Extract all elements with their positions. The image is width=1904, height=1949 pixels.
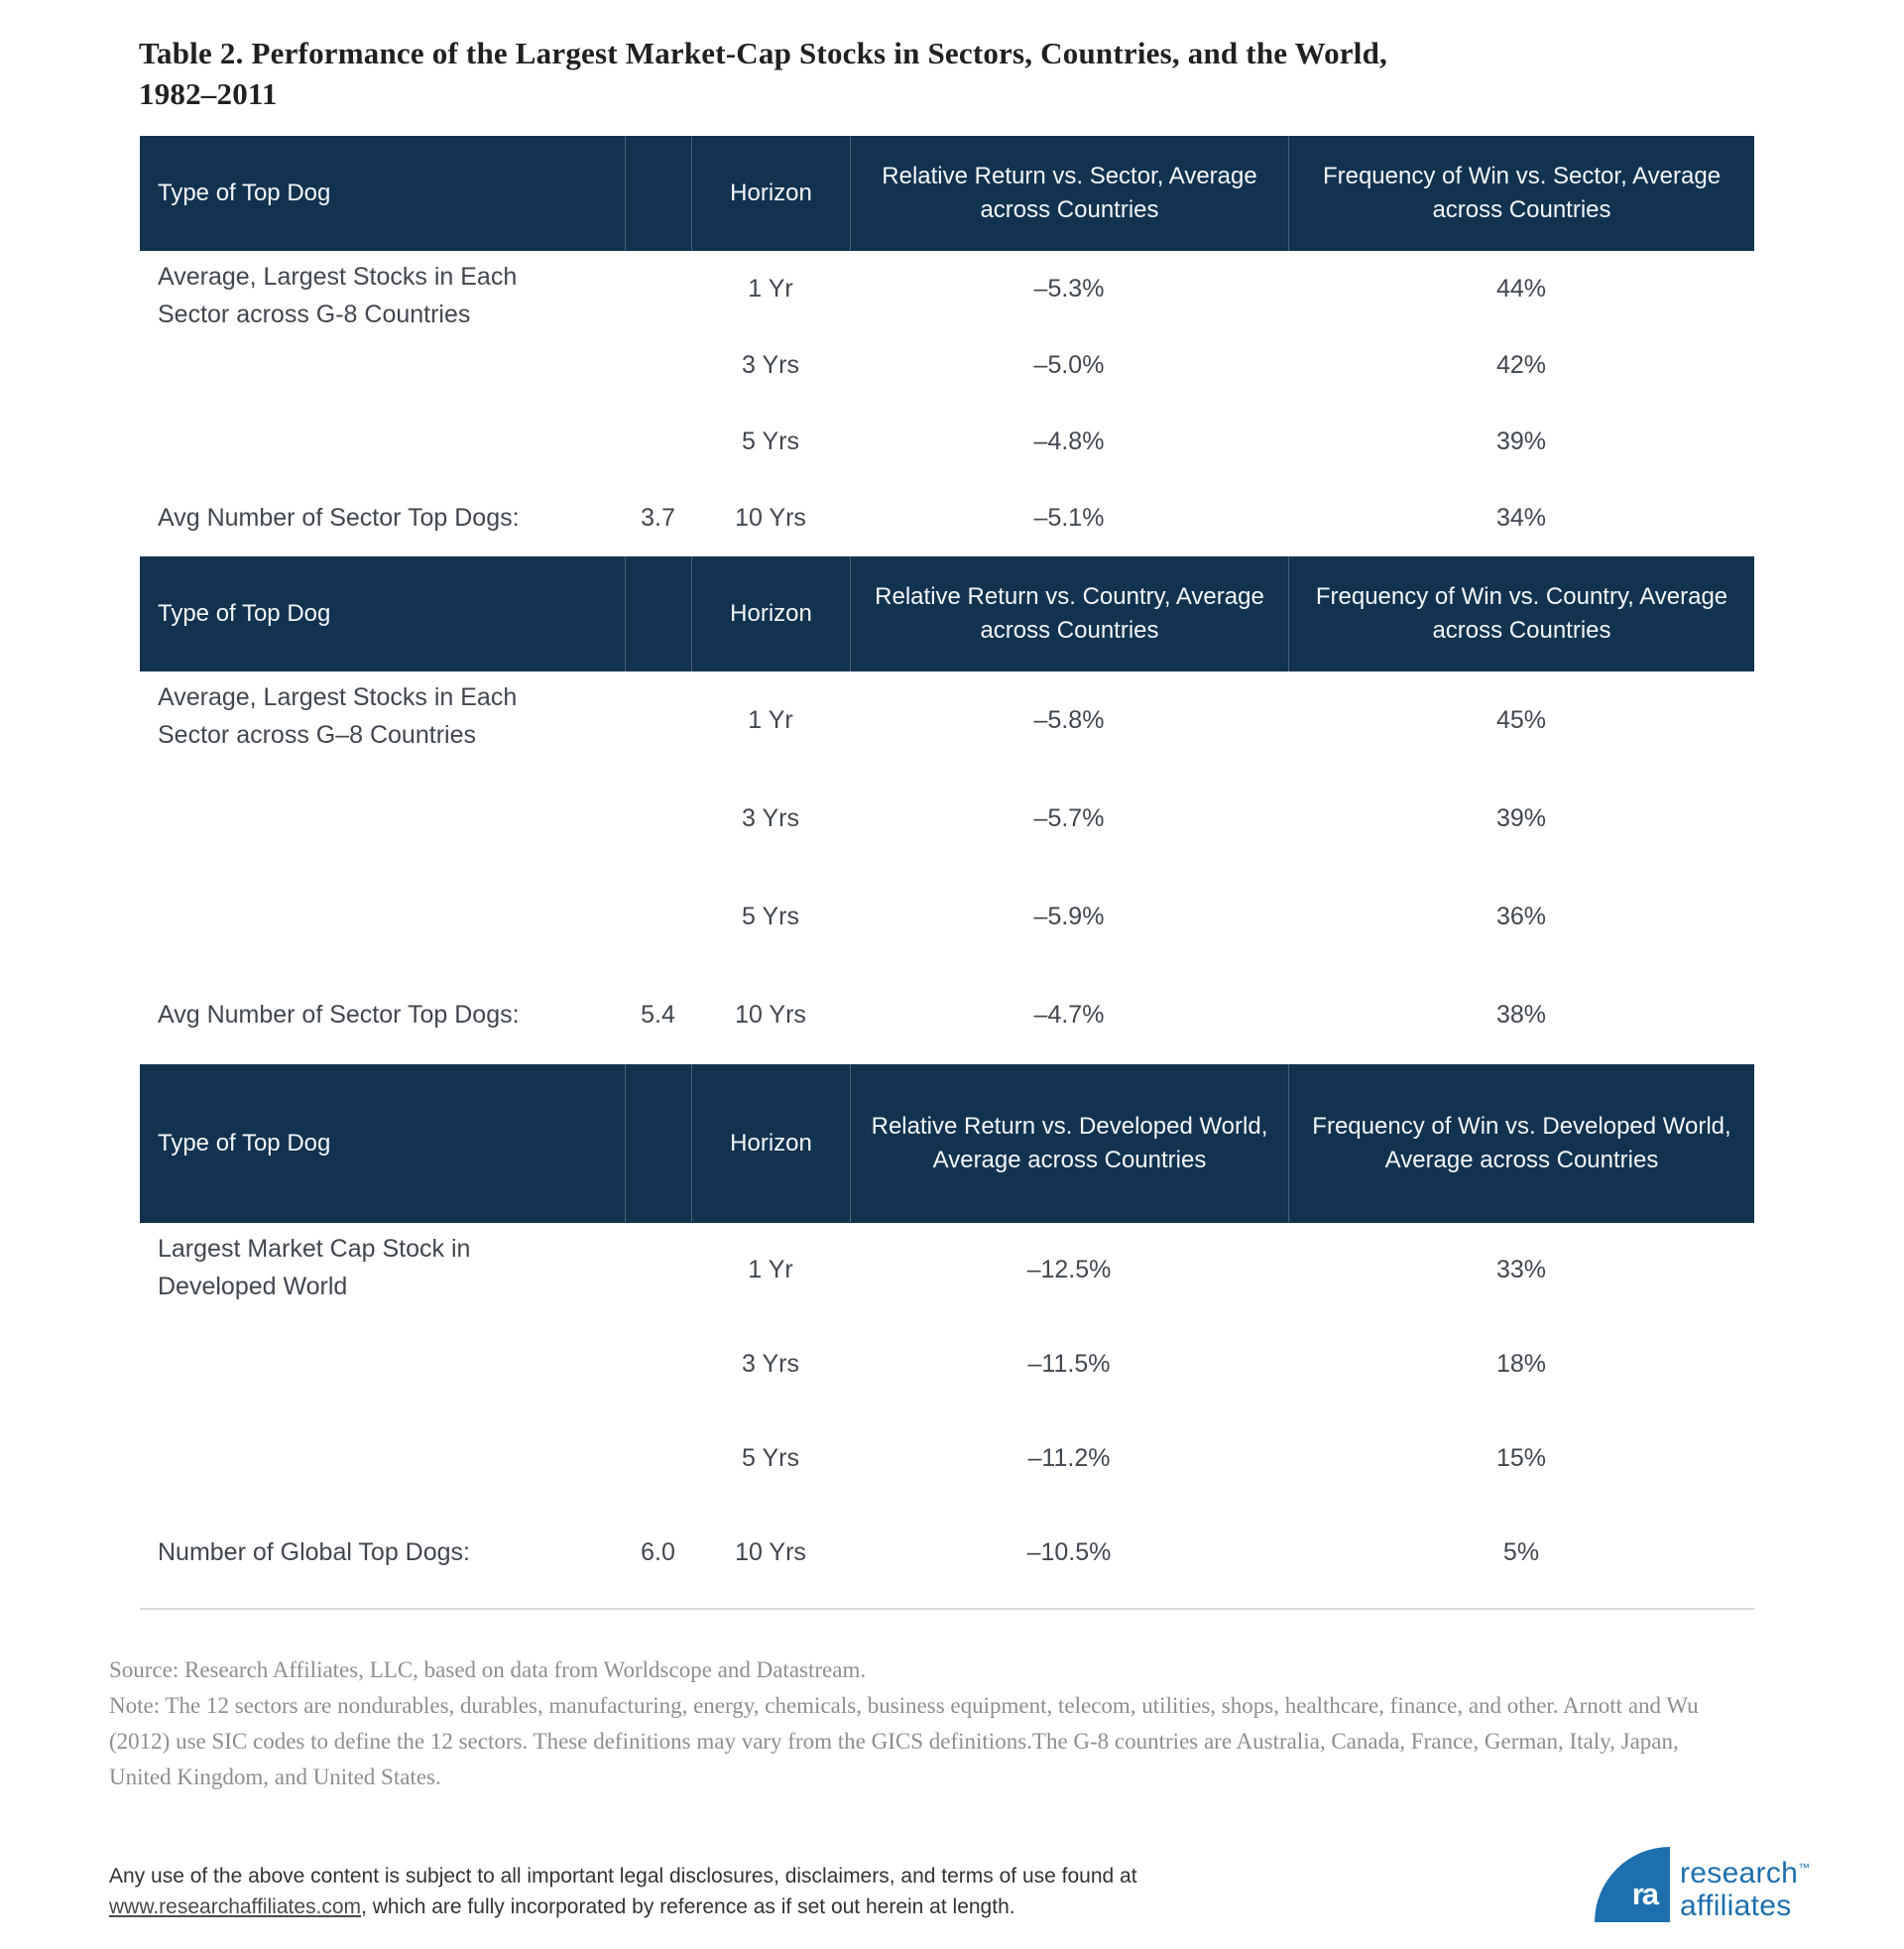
frequency-cell: 38% bbox=[1495, 1001, 1547, 1029]
header-relative-return: Relative Return vs. Country, Average acr… bbox=[850, 556, 1288, 671]
relative-return-cell: –4.8% bbox=[1033, 427, 1105, 455]
trademark-symbol: ™ bbox=[1798, 1861, 1811, 1875]
relative-return-cell: –5.7% bbox=[1033, 804, 1105, 832]
table-row: 3 Yrs –5.7% 39% bbox=[140, 770, 1754, 868]
header-frequency-of-win: Frequency of Win vs. Developed World, Av… bbox=[1288, 1064, 1754, 1223]
table-row: 3 Yrs –5.0% 42% bbox=[140, 327, 1754, 404]
footer-label: Number of Global Top Dogs: bbox=[158, 1538, 470, 1566]
row-group-label: Average, Largest Stocks in Each Sector a… bbox=[158, 683, 518, 749]
relative-return-cell: –4.7% bbox=[1033, 1001, 1105, 1029]
header-spacer bbox=[625, 136, 691, 251]
header-frequency-of-win: Frequency of Win vs. Country, Average ac… bbox=[1288, 556, 1754, 671]
table-row: Number of Global Top Dogs: 6.0 10 Yrs –1… bbox=[140, 1506, 1754, 1600]
horizon-cell: 1 Yr bbox=[748, 706, 793, 734]
bottom-divider bbox=[140, 1608, 1754, 1610]
relative-return-cell: –5.3% bbox=[1033, 275, 1105, 303]
table-body-sector: Average, Largest Stocks in Each Sector a… bbox=[140, 251, 1754, 556]
table-row: Average, Largest Stocks in Each Sector a… bbox=[140, 251, 1754, 328]
horizon-cell: 10 Yrs bbox=[735, 1538, 806, 1566]
footer-value: 5.4 bbox=[641, 1001, 675, 1029]
frequency-cell: 34% bbox=[1495, 504, 1547, 532]
horizon-cell: 3 Yrs bbox=[742, 351, 799, 379]
frequency-cell: 15% bbox=[1495, 1444, 1547, 1472]
header-horizon: Horizon bbox=[691, 136, 850, 251]
relative-return-cell: –5.1% bbox=[1033, 504, 1105, 532]
horizon-cell: 5 Yrs bbox=[742, 427, 799, 455]
header-spacer bbox=[625, 1064, 691, 1223]
header-type-of-top-dog: Type of Top Dog bbox=[158, 180, 331, 207]
logo-wordmark: research™ affiliates bbox=[1680, 1847, 1810, 1922]
header-type-of-top-dog: Type of Top Dog bbox=[158, 600, 331, 628]
logo-word-research: research bbox=[1680, 1857, 1799, 1889]
relative-return-cell: –11.5% bbox=[1027, 1350, 1111, 1378]
frequency-cell: 39% bbox=[1495, 427, 1547, 455]
table-row: 5 Yrs –5.9% 36% bbox=[140, 868, 1754, 966]
frequency-cell: 42% bbox=[1495, 351, 1547, 379]
table-header-world: Type of Top Dog Horizon Relative Return … bbox=[140, 1064, 1754, 1223]
horizon-cell: 5 Yrs bbox=[742, 1444, 799, 1472]
row-group-label: Largest Market Cap Stock in Developed Wo… bbox=[158, 1235, 471, 1300]
horizon-cell: 1 Yr bbox=[748, 275, 793, 303]
page-title: Table 2. Performance of the Largest Mark… bbox=[139, 36, 1387, 111]
table-row: Largest Market Cap Stock in Developed Wo… bbox=[140, 1223, 1754, 1317]
relative-return-cell: –11.2% bbox=[1027, 1444, 1111, 1472]
frequency-cell: 45% bbox=[1495, 706, 1547, 734]
horizon-cell: 3 Yrs bbox=[742, 1350, 799, 1378]
legal-text-after: , which are fully incorporated by refere… bbox=[361, 1895, 1015, 1918]
horizon-cell: 3 Yrs bbox=[742, 804, 799, 832]
table-row: Avg Number of Sector Top Dogs: 3.7 10 Yr… bbox=[140, 480, 1754, 556]
horizon-cell: 5 Yrs bbox=[742, 903, 799, 930]
legal-text-before: Any use of the above content is subject … bbox=[109, 1865, 1137, 1888]
header-type-of-top-dog: Type of Top Dog bbox=[158, 1130, 331, 1157]
footer-label: Avg Number of Sector Top Dogs: bbox=[158, 504, 520, 532]
header-relative-return: Relative Return vs. Developed World, Ave… bbox=[850, 1064, 1288, 1223]
footer-label: Avg Number of Sector Top Dogs: bbox=[158, 1001, 520, 1029]
row-group-label: Average, Largest Stocks in Each Sector a… bbox=[158, 263, 518, 328]
frequency-cell: 44% bbox=[1495, 275, 1547, 303]
ra-logo-mark-icon: ra bbox=[1595, 1847, 1670, 1922]
footer-value: 6.0 bbox=[641, 1538, 675, 1566]
horizon-cell: 1 Yr bbox=[748, 1256, 793, 1283]
header-horizon: Horizon bbox=[691, 556, 850, 671]
table-body-world: Largest Market Cap Stock in Developed Wo… bbox=[140, 1223, 1754, 1600]
frequency-cell: 33% bbox=[1495, 1256, 1547, 1283]
source-notes: Source: Research Affiliates, LLC, based … bbox=[109, 1652, 1727, 1795]
header-spacer bbox=[625, 556, 691, 671]
relative-return-cell: –10.5% bbox=[1026, 1538, 1112, 1566]
frequency-cell: 5% bbox=[1502, 1538, 1540, 1566]
table-row: 5 Yrs –4.8% 39% bbox=[140, 404, 1754, 480]
legal-disclaimer: Any use of the above content is subject … bbox=[109, 1861, 1250, 1922]
ra-monogram: ra bbox=[1631, 1877, 1659, 1911]
relative-return-cell: –5.0% bbox=[1033, 351, 1105, 379]
table-header-sector: Type of Top Dog Horizon Relative Return … bbox=[140, 136, 1754, 251]
table-header-country: Type of Top Dog Horizon Relative Return … bbox=[140, 556, 1754, 671]
logo-word-affiliates: affiliates bbox=[1680, 1889, 1792, 1922]
table-row: Avg Number of Sector Top Dogs: 5.4 10 Yr… bbox=[140, 966, 1754, 1064]
header-horizon: Horizon bbox=[691, 1064, 850, 1223]
research-affiliates-logo: ra research™ affiliates bbox=[1595, 1847, 1810, 1922]
relative-return-cell: –5.8% bbox=[1033, 706, 1105, 734]
relative-return-cell: –12.5% bbox=[1026, 1256, 1112, 1283]
header-frequency-of-win: Frequency of Win vs. Sector, Average acr… bbox=[1288, 136, 1754, 251]
frequency-cell: 18% bbox=[1495, 1350, 1547, 1378]
source-line: Source: Research Affiliates, LLC, based … bbox=[109, 1657, 867, 1682]
horizon-cell: 10 Yrs bbox=[735, 1001, 806, 1029]
table-row: 3 Yrs –11.5% 18% bbox=[140, 1317, 1754, 1411]
horizon-cell: 10 Yrs bbox=[735, 504, 806, 532]
table-body-country: Average, Largest Stocks in Each Sector a… bbox=[140, 671, 1754, 1064]
note-line: Note: The 12 sectors are nondurables, du… bbox=[109, 1693, 1699, 1789]
frequency-cell: 39% bbox=[1495, 804, 1547, 832]
table-row: Average, Largest Stocks in Each Sector a… bbox=[140, 671, 1754, 770]
relative-return-cell: –5.9% bbox=[1033, 903, 1105, 930]
frequency-cell: 36% bbox=[1495, 903, 1547, 930]
header-relative-return: Relative Return vs. Sector, Average acro… bbox=[850, 136, 1288, 251]
table-row: 5 Yrs –11.2% 15% bbox=[140, 1411, 1754, 1506]
researchaffiliates-link[interactable]: www.researchaffiliates.com bbox=[109, 1895, 362, 1918]
table-2: Type of Top Dog Horizon Relative Return … bbox=[140, 136, 1754, 1610]
footer-value: 3.7 bbox=[641, 504, 675, 532]
